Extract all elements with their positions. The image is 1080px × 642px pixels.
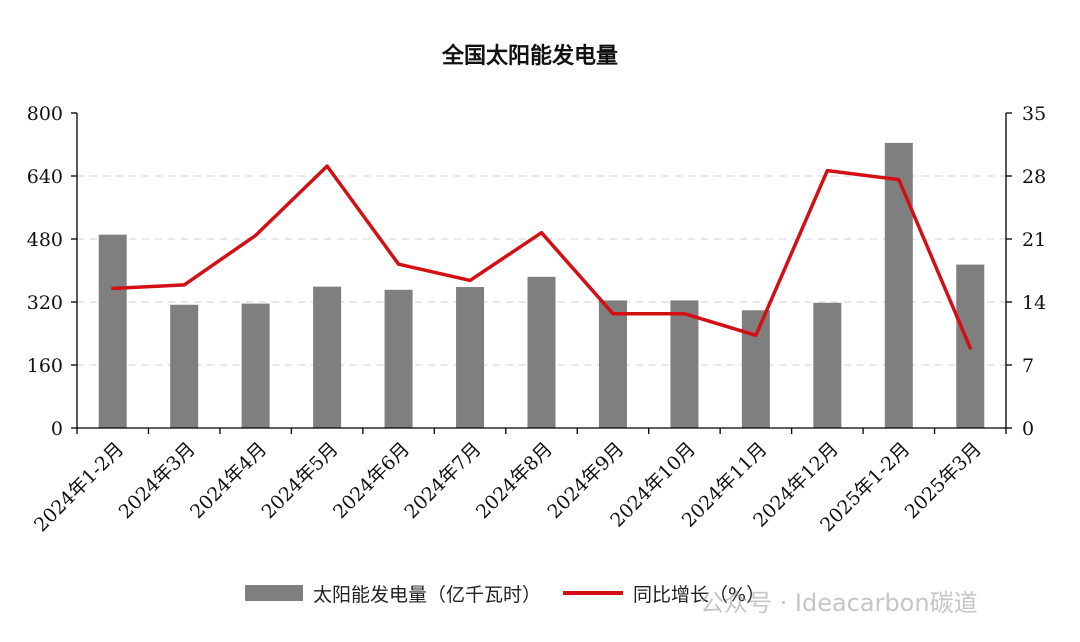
- y-left-tick-label: 320: [27, 292, 63, 314]
- y-right-tick-label: 21: [1022, 229, 1046, 251]
- y-right-tick-label: 28: [1022, 166, 1046, 188]
- legend-label-line: 同比增长（%）: [633, 583, 766, 606]
- bar: [670, 300, 699, 428]
- x-tick-label: 2024年5月: [257, 438, 342, 523]
- bar: [598, 300, 627, 428]
- x-tick-label: 2025年3月: [901, 438, 986, 523]
- y-right-tick-label: 35: [1022, 103, 1046, 125]
- legend-swatch-bar: [245, 585, 303, 601]
- bar: [98, 234, 127, 428]
- bar: [313, 286, 342, 428]
- y-right-tick-label: 0: [1022, 418, 1034, 440]
- bar: [241, 303, 270, 428]
- bar: [170, 304, 199, 428]
- chart-title: 全国太阳能发电量: [441, 43, 618, 69]
- bar: [527, 276, 556, 428]
- legend-swatch-line: [563, 591, 624, 595]
- bar: [813, 302, 842, 428]
- bar: [456, 287, 485, 428]
- x-tick-label: 2024年8月: [472, 438, 557, 523]
- y-right-tick-label: 7: [1022, 355, 1034, 377]
- x-tick-label: 2024年7月: [400, 438, 485, 523]
- x-tick-label: 2024年3月: [115, 438, 200, 523]
- y-left-tick-label: 480: [27, 229, 63, 251]
- x-tick-label: 2024年6月: [329, 438, 414, 523]
- y-left-tick-label: 640: [27, 166, 63, 188]
- bar: [384, 289, 413, 428]
- y-left-tick-label: 0: [51, 418, 63, 440]
- y-left-tick-label: 160: [27, 355, 63, 377]
- legend: 太阳能发电量（亿千瓦时） 同比增长（%）: [245, 578, 765, 608]
- bar: [741, 310, 770, 428]
- y-right-tick-label: 14: [1022, 292, 1046, 314]
- watermark: 公众号 · Ideacarbon碳道: [700, 589, 978, 617]
- x-tick-label: 2024年4月: [186, 438, 271, 523]
- y-left-tick-label: 800: [27, 103, 63, 125]
- legend-label-bar: 太阳能发电量（亿千瓦时）: [313, 583, 542, 606]
- bar: [884, 142, 913, 429]
- x-tick-label: 2024年1-2月: [30, 438, 128, 536]
